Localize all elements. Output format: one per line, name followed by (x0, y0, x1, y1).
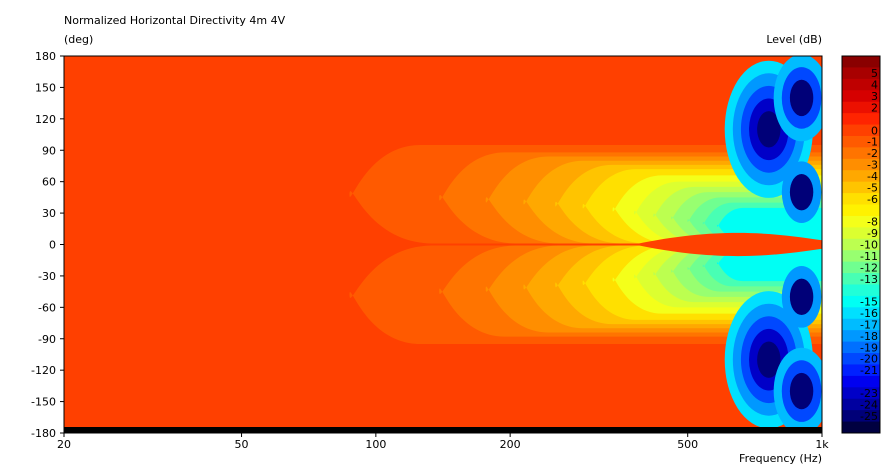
colorbar-swatch (842, 387, 880, 400)
colorbar-swatch (842, 307, 880, 320)
main-lobe-beam (634, 232, 822, 257)
colorbar-swatch (842, 421, 880, 434)
colorbar-label: Level (dB) (766, 33, 822, 46)
colorbar-swatch (842, 261, 880, 274)
colorbar-swatch (842, 158, 880, 171)
y-tick-label: 120 (35, 113, 56, 126)
colorbar-level-label: -11 (860, 250, 878, 263)
colorbar-level-label: 4 (871, 79, 878, 92)
colorbar-swatch (842, 215, 880, 228)
x-tick-label: 500 (677, 438, 698, 451)
y-tick-label: -90 (38, 333, 56, 346)
colorbar-swatch (842, 90, 880, 103)
colorbar-swatch (842, 353, 880, 365)
y-tick-label: 0 (49, 239, 56, 252)
colorbar-level-label: -10 (860, 239, 878, 252)
y-tick-label: 30 (42, 207, 56, 220)
colorbar-level-label: -19 (860, 341, 878, 354)
colorbar-level-label: 3 (871, 90, 878, 103)
y-tick-label: -150 (31, 396, 56, 409)
colorbar-swatch (842, 193, 880, 206)
colorbar-swatch (842, 410, 880, 423)
colorbar-swatch (842, 398, 880, 411)
x-tick-label: 1k (815, 438, 829, 451)
colorbar-swatch (842, 375, 880, 388)
colorbar-level-label: 5 (871, 67, 878, 80)
null-contour (789, 173, 814, 211)
colorbar-swatch (842, 78, 880, 91)
colorbar-swatch (842, 135, 880, 148)
bottom-edge-strip (64, 427, 822, 433)
null-contour (757, 111, 781, 148)
x-tick-label: 50 (235, 438, 249, 451)
colorbar-swatch (842, 341, 880, 354)
colorbar-level-label: -17 (860, 318, 878, 331)
colorbar-swatch (842, 147, 880, 160)
colorbar-swatch (842, 67, 880, 80)
colorbar-level-label: -16 (860, 307, 878, 320)
colorbar-level-label: -25 (860, 410, 878, 423)
y-tick-label: 60 (42, 176, 56, 189)
colorbar-level-label: -12 (860, 261, 878, 274)
null-contour (757, 341, 781, 378)
y-tick-label: 180 (35, 50, 56, 63)
colorbar-swatch (842, 364, 880, 377)
colorbar-swatch (842, 250, 880, 263)
heatmap-plot-area (64, 56, 822, 433)
level-band (716, 207, 822, 282)
x-tick-label: 100 (365, 438, 386, 451)
colorbar-level-label: -9 (867, 227, 878, 240)
colorbar-level-label: -20 (860, 353, 878, 366)
chart-title: Normalized Horizontal Directivity 4m 4V (64, 14, 286, 27)
colorbar-swatch (842, 113, 880, 126)
null-contour (789, 372, 814, 410)
colorbar-swatch (842, 56, 880, 68)
colorbar-swatch (842, 238, 880, 251)
x-axis: 20 50 100 200 500 1k (57, 433, 829, 451)
x-axis-label: Frequency (Hz) (739, 452, 822, 465)
colorbar-level-label: -5 (867, 181, 878, 194)
colorbar-level-label: -6 (867, 193, 878, 206)
x-tick-label: 200 (500, 438, 521, 451)
colorbar-level-label: -13 (860, 273, 878, 286)
colorbar-border (841, 55, 881, 434)
y-axis: 180 150 120 90 60 30 0 -30 -60 -90 -120 -150 -180 (31, 50, 64, 440)
colorbar-swatch (842, 318, 880, 331)
null-contour (789, 278, 814, 316)
colorbar-swatch (842, 273, 880, 285)
colorbar-level-label: 0 (871, 124, 878, 137)
colorbar-level-label: -15 (860, 296, 878, 309)
colorbar: 54320-1-2-3-4-5-6-8-9-10-11-12-13-15-16-… (841, 55, 881, 434)
y-axis-unit-label: (deg) (64, 33, 93, 46)
colorbar-swatch (842, 284, 880, 297)
colorbar-level-label: 2 (871, 101, 878, 114)
x-tick-label: 20 (57, 438, 71, 451)
colorbar-swatch (842, 204, 880, 217)
y-tick-label: -60 (38, 301, 56, 314)
y-tick-label: -120 (31, 364, 56, 377)
colorbar-level-label: -4 (867, 170, 878, 183)
colorbar-level-label: -2 (867, 147, 878, 160)
colorbar-level-label: -23 (860, 387, 878, 400)
colorbar-swatch (842, 295, 880, 308)
colorbar-level-label: -24 (860, 398, 878, 411)
y-tick-label: -30 (38, 270, 56, 283)
colorbar-level-label: -8 (867, 216, 878, 229)
colorbar-swatch (842, 330, 880, 343)
colorbar-swatch (842, 227, 880, 240)
colorbar-level-label: -1 (867, 136, 878, 149)
y-tick-label: 150 (35, 81, 56, 94)
colorbar-level-label: -21 (860, 364, 878, 377)
colorbar-swatch (842, 181, 880, 194)
colorbar-swatch (842, 101, 880, 114)
y-tick-label: 90 (42, 144, 56, 157)
colorbar-swatch (842, 124, 880, 137)
colorbar-level-label: -3 (867, 159, 878, 172)
colorbar-level-label: -18 (860, 330, 878, 343)
colorbar-swatch (842, 170, 880, 183)
null-contour (789, 79, 814, 117)
y-tick-label: -180 (31, 427, 56, 440)
